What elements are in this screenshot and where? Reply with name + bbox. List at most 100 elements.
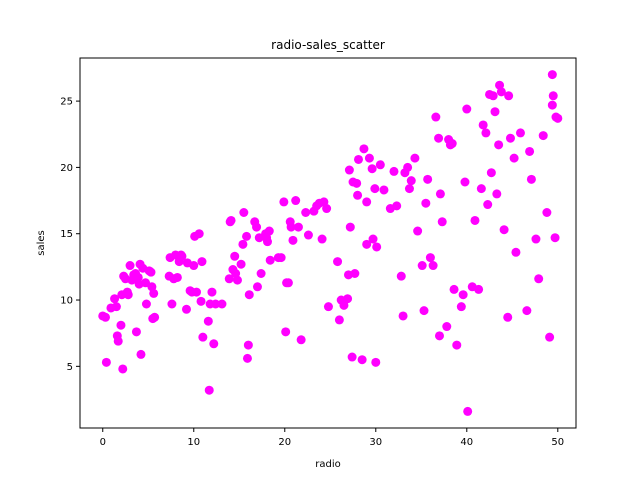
data-point xyxy=(345,222,355,232)
data-point xyxy=(419,306,429,316)
data-point xyxy=(462,104,472,114)
data-point xyxy=(357,355,367,365)
data-point xyxy=(474,284,484,294)
data-point xyxy=(392,201,402,211)
data-point xyxy=(230,251,240,261)
data-point xyxy=(547,70,557,80)
data-point xyxy=(198,332,208,342)
data-point xyxy=(150,312,160,322)
data-point xyxy=(209,339,219,349)
data-point xyxy=(538,131,548,141)
data-point xyxy=(372,242,382,252)
data-point xyxy=(548,91,558,101)
data-point xyxy=(413,226,423,236)
data-point xyxy=(547,100,557,110)
data-point xyxy=(442,322,452,332)
data-point xyxy=(350,269,360,278)
data-point xyxy=(458,290,468,300)
data-point xyxy=(133,272,143,282)
data-point xyxy=(353,190,363,200)
data-point xyxy=(252,282,262,292)
data-point xyxy=(362,197,372,207)
data-point xyxy=(264,226,274,236)
data-point xyxy=(417,261,427,271)
data-point xyxy=(434,133,444,143)
data-point xyxy=(428,261,438,271)
data-point xyxy=(452,340,462,350)
data-point xyxy=(494,140,504,150)
data-point xyxy=(490,107,500,117)
data-point xyxy=(239,208,249,217)
data-point xyxy=(449,284,459,294)
data-point xyxy=(343,294,353,304)
data-point xyxy=(101,357,111,367)
data-point xyxy=(483,200,493,210)
data-point xyxy=(550,233,560,243)
data-point xyxy=(276,253,286,263)
data-point xyxy=(447,139,457,149)
data-point xyxy=(456,302,466,312)
data-point xyxy=(389,166,399,176)
data-point xyxy=(196,296,206,306)
data-point xyxy=(379,185,389,195)
data-point xyxy=(511,247,521,257)
data-point xyxy=(531,234,541,244)
data-point xyxy=(177,251,187,261)
data-point xyxy=(131,327,141,337)
data-point xyxy=(504,91,514,101)
y-tick-label: 20 xyxy=(60,163,73,174)
x-tick-label: 20 xyxy=(278,437,291,448)
data-point xyxy=(463,406,473,416)
data-point xyxy=(242,353,252,363)
data-point xyxy=(224,274,234,284)
data-point xyxy=(364,153,374,163)
data-point xyxy=(486,168,496,178)
data-point xyxy=(553,113,563,123)
data-point xyxy=(279,197,289,207)
data-point xyxy=(118,364,128,374)
data-point xyxy=(370,184,380,194)
data-point xyxy=(317,234,327,244)
y-tick-label: 5 xyxy=(67,362,73,373)
data-point xyxy=(470,215,480,225)
data-point xyxy=(421,198,431,208)
data-point xyxy=(291,196,301,206)
x-tick-label: 40 xyxy=(460,437,473,448)
data-point xyxy=(347,352,357,362)
data-point xyxy=(352,178,362,188)
data-point xyxy=(197,257,207,267)
data-point xyxy=(204,385,214,395)
data-point xyxy=(344,165,354,175)
data-point xyxy=(488,91,498,101)
data-point xyxy=(231,269,241,278)
data-point xyxy=(167,299,177,309)
ticks-layer: 0 10 20 30 40 50 5 10 15 20 25 xyxy=(60,97,564,448)
data-point xyxy=(334,315,344,325)
data-point xyxy=(322,204,332,214)
data-point xyxy=(435,189,445,199)
data-point xyxy=(283,278,293,288)
data-point xyxy=(172,272,182,282)
data-point xyxy=(244,290,254,300)
data-point xyxy=(525,146,535,156)
data-point xyxy=(111,302,121,312)
data-point xyxy=(265,255,275,265)
data-point xyxy=(545,332,555,342)
y-tick-label: 25 xyxy=(60,97,73,108)
data-point xyxy=(437,217,447,227)
x-tick-label: 50 xyxy=(551,437,564,448)
data-point xyxy=(181,304,191,314)
data-point xyxy=(431,112,441,122)
data-point xyxy=(398,311,408,321)
data-point xyxy=(362,239,372,249)
data-point xyxy=(499,225,509,235)
x-axis-label: radio xyxy=(315,459,340,470)
data-point xyxy=(359,144,369,154)
data-point xyxy=(113,336,123,346)
data-point xyxy=(425,253,435,263)
data-point xyxy=(526,174,536,184)
data-point xyxy=(141,299,151,309)
data-point xyxy=(481,128,491,138)
data-point xyxy=(207,287,217,297)
data-point xyxy=(505,133,515,143)
